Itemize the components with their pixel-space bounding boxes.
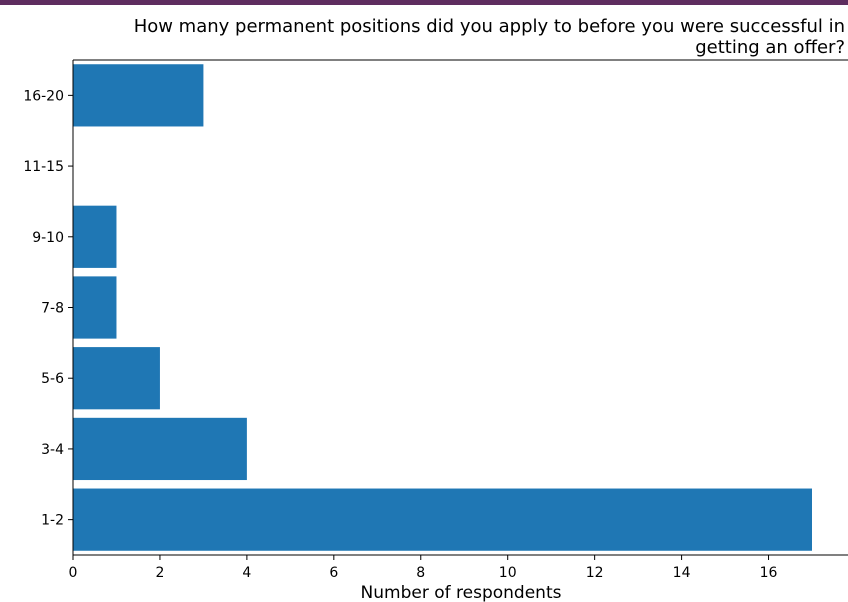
y-tick-label-9-10: 9-10 [32, 230, 64, 246]
x-tick-label-10: 10 [499, 565, 517, 581]
chart-title-line-2: getting an offer? [695, 37, 845, 58]
y-tick-label-11-15: 11-15 [23, 159, 64, 175]
chart-title-line-1: How many permanent positions did you app… [134, 16, 845, 37]
y-tick-label-1-2: 1-2 [41, 513, 64, 529]
bar-7-8 [73, 276, 117, 339]
axes-group [72, 59, 848, 556]
x-axis-label: Number of respondents [361, 583, 562, 602]
y-tick-label-5-6: 5-6 [41, 371, 64, 387]
y-tick-label-16-20: 16-20 [23, 88, 64, 104]
x-tick-label-4: 4 [242, 565, 251, 581]
x-tick-label-6: 6 [329, 565, 338, 581]
x-ticks-group: 0 2 4 6 8 10 12 14 16 [69, 555, 778, 581]
bar-5-6 [73, 347, 160, 410]
bar-1-2 [73, 488, 812, 551]
x-tick-label-12: 12 [586, 565, 604, 581]
x-tick-label-2: 2 [155, 565, 164, 581]
y-tick-label-7-8: 7-8 [41, 301, 64, 317]
x-tick-label-16: 16 [760, 565, 778, 581]
bar-16-20 [73, 64, 204, 127]
y-ticks-group: 1-2 3-4 5-6 7-8 9-10 11-15 16-20 [23, 88, 73, 529]
header-strip [0, 0, 848, 5]
y-tick-label-3-4: 3-4 [41, 442, 64, 458]
x-tick-label-14: 14 [673, 565, 691, 581]
x-tick-label-8: 8 [416, 565, 425, 581]
bar-9-10 [73, 205, 117, 268]
x-tick-label-0: 0 [69, 565, 78, 581]
bars-group [73, 64, 812, 551]
bar-3-4 [73, 417, 247, 481]
